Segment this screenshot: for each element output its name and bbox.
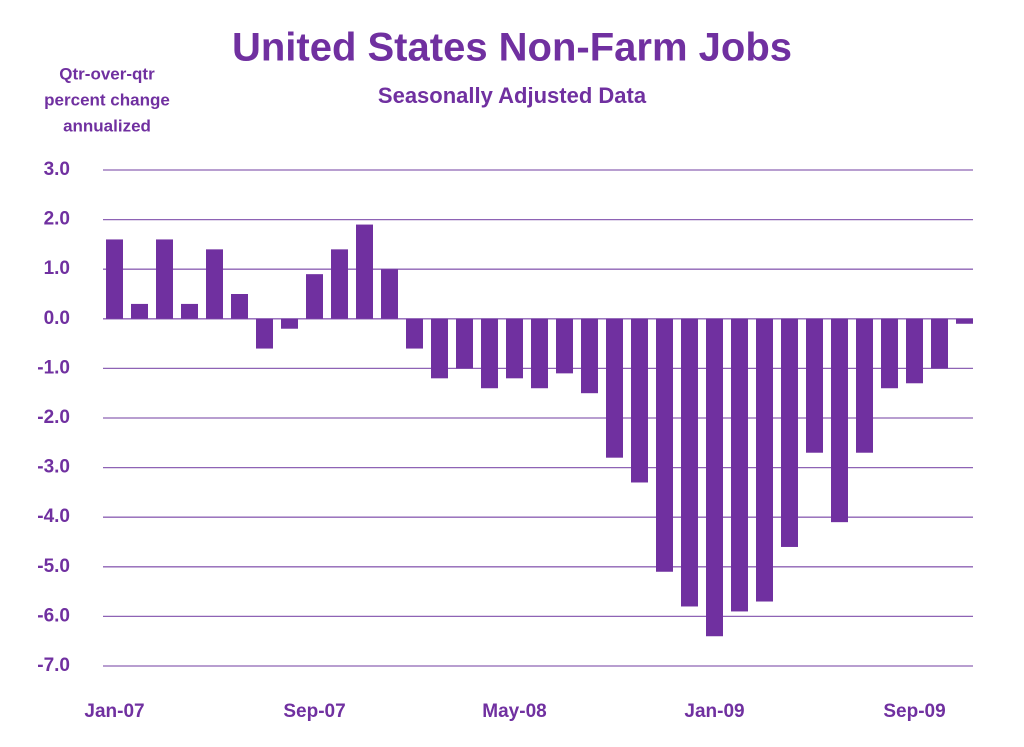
bar [106,239,123,319]
bar [681,318,698,607]
bar [206,249,223,319]
bar [381,269,398,319]
bar [956,318,973,324]
y-tick-label: -4.0 [37,506,70,527]
bar [606,318,623,458]
bar [331,249,348,319]
bar [806,318,823,453]
x-tick-label: Jan-09 [684,701,744,722]
bar [756,318,773,602]
bar [481,318,498,389]
bar [306,274,323,319]
bar [506,318,523,379]
y-tick-label: 2.0 [44,209,70,230]
y-tick-label: -1.0 [37,357,70,378]
bar [781,318,798,547]
y-tick-label: 3.0 [44,159,70,180]
bar [131,303,148,319]
y-axis-label: percent change [44,90,170,109]
x-tick-label: Sep-09 [883,701,945,722]
y-tick-label: -6.0 [37,605,70,626]
bar [881,318,898,389]
bar [556,318,573,374]
y-tick-label: -5.0 [37,556,70,577]
x-tick-label: Jan-07 [84,701,144,722]
bar [731,318,748,612]
x-tick-label: Sep-07 [283,701,345,722]
bar [181,303,198,319]
bar [931,318,948,369]
bar [656,318,673,572]
bar [631,318,648,483]
bar [256,318,273,349]
bar [281,318,298,329]
bar [156,239,173,319]
y-tick-label: -3.0 [37,457,70,478]
y-tick-label: -2.0 [37,407,70,428]
bar [531,318,548,389]
bar [906,318,923,384]
bar [456,318,473,369]
bar [706,318,723,637]
chart-title: United States Non-Farm Jobs [232,26,792,70]
bar [431,318,448,379]
bar [581,318,598,394]
y-tick-label: 1.0 [44,258,70,279]
x-tick-label: May-08 [482,701,546,722]
bar [856,318,873,453]
y-axis-label: Qtr-over-qtr [59,64,155,83]
bar [831,318,848,523]
y-tick-label: 0.0 [44,308,70,329]
bar [356,224,373,319]
y-axis-label: annualized [63,116,151,135]
chart-subtitle: Seasonally Adjusted Data [378,83,647,108]
bar [406,318,423,349]
y-tick-label: -7.0 [37,655,70,676]
bar [231,294,248,319]
